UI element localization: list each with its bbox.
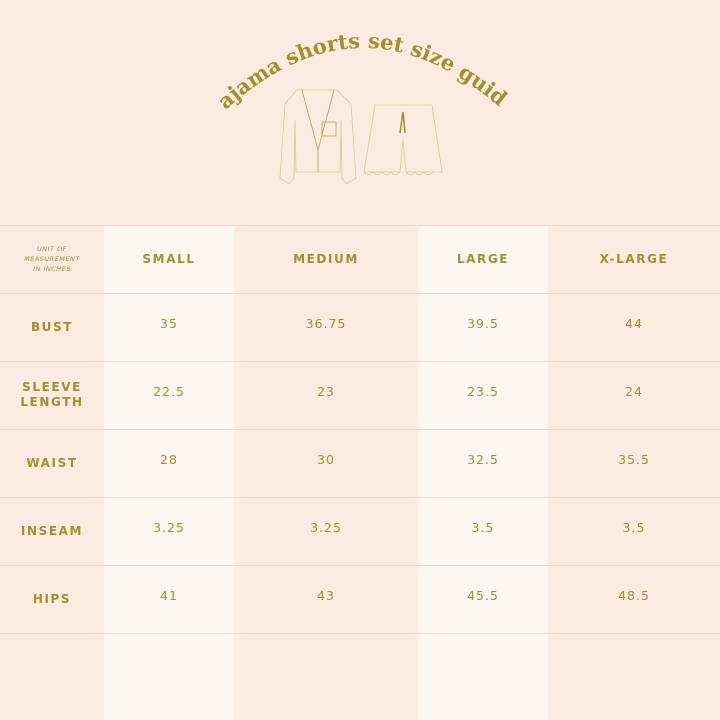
row-label: INSEAM <box>0 497 104 565</box>
row-label: HIPS <box>0 565 104 633</box>
row-label: SLEEVE LENGTH <box>0 361 104 429</box>
table-divider <box>0 565 720 566</box>
table-cell: 24 <box>625 383 643 399</box>
table-cell: 41 <box>160 587 178 603</box>
unit-of-measurement-label: UNIT OF MEASUREMENT IN INCHES <box>0 225 104 293</box>
table-cell: 39.5 <box>467 315 499 331</box>
table-cell: 32.5 <box>467 451 499 467</box>
column-header-small: SMALL <box>142 252 196 266</box>
column-header-medium: MEDIUM <box>293 252 359 266</box>
table-divider <box>0 633 720 634</box>
table-cell: 35.5 <box>618 451 650 467</box>
column-header-large: LARGE <box>456 252 510 266</box>
unit-line: MEASUREMENT <box>24 255 80 263</box>
small-column-highlight <box>104 225 234 720</box>
row-label: BUST <box>0 293 104 361</box>
table-cell: 3.5 <box>471 519 495 535</box>
row-label-line: BUST <box>30 319 74 334</box>
shirt-icon <box>279 89 357 185</box>
table-cell: 23.5 <box>467 383 499 399</box>
table-cell: 45.5 <box>467 587 499 603</box>
table-divider <box>0 429 720 430</box>
table-cell: 36.75 <box>305 315 347 331</box>
unit-line: IN INCHES <box>33 265 71 273</box>
row-label-line: HIPS <box>32 591 72 606</box>
table-cell: 3.25 <box>153 519 185 535</box>
table-cell: 22.5 <box>153 383 185 399</box>
row-label-line: WAIST <box>26 455 78 470</box>
table-cell: 44 <box>625 315 643 331</box>
table-cell: 35 <box>160 315 178 331</box>
table-cell: 48.5 <box>618 587 650 603</box>
table-cell: 3.25 <box>310 519 342 535</box>
table-cell: 30 <box>317 451 335 467</box>
table-cell: 23 <box>317 383 335 399</box>
unit-line: UNIT OF <box>37 245 67 253</box>
row-label-line: SLEEVE <box>22 380 82 394</box>
page-title: pajama shorts set size guide <box>0 0 512 114</box>
large-column-highlight <box>418 225 548 720</box>
table-divider <box>0 361 720 362</box>
table-divider <box>0 225 720 226</box>
table-cell: 3.5 <box>622 519 646 535</box>
shorts-icon <box>363 104 443 175</box>
title-graphic: pajama shorts set size guide <box>0 0 512 185</box>
row-label-line: INSEAM <box>20 523 84 538</box>
table-cell: 43 <box>317 587 335 603</box>
table-cell: 28 <box>160 451 178 467</box>
table-divider <box>0 497 720 498</box>
row-label: WAIST <box>0 429 104 497</box>
row-label-line: LENGTH <box>20 395 84 409</box>
table-divider <box>0 293 720 294</box>
column-header-x-large: X-LARGE <box>599 252 669 266</box>
